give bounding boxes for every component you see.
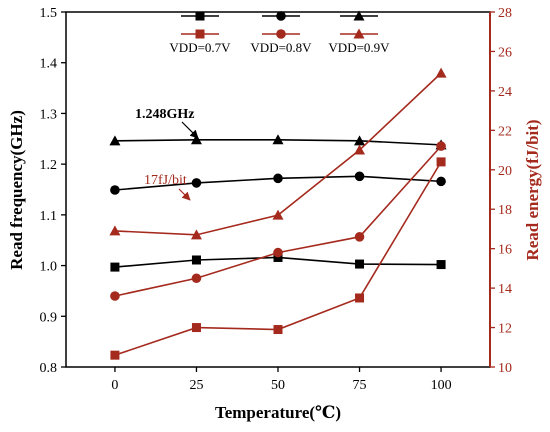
- series-2-point-1: [190, 134, 202, 145]
- right-tick-label-6: 22: [498, 124, 512, 139]
- right-tick-label-1: 12: [498, 322, 512, 337]
- left-tick-label-6: 1.4: [40, 57, 58, 72]
- series-3-point-2: [273, 325, 283, 335]
- left-tick-label-0: 0.8: [40, 361, 58, 376]
- annotation-frequency: 1.248GHz: [135, 107, 199, 139]
- legend-marker-0-0: [195, 11, 205, 21]
- legend-label-2: VDD=0.9V: [328, 40, 390, 55]
- annotation-energy: 17fJ/bit: [144, 173, 191, 201]
- legend: VDD=0.7V VDD=0.8V VDD=0.9V: [169, 10, 390, 55]
- annotation-frequency-arrow: [181, 121, 199, 139]
- series-3: [110, 157, 446, 360]
- x-axis-label: Temperature(℃): [215, 403, 341, 422]
- series-2-point-2: [272, 134, 284, 145]
- x-tick-label-0: 0: [111, 378, 118, 393]
- legend-label-1: VDD=0.8V: [250, 40, 312, 55]
- x-tick-label-1: 25: [189, 378, 203, 393]
- right-tick-label-9: 28: [498, 6, 512, 21]
- series-0-point-3: [355, 259, 365, 269]
- left-tick-label-3: 1.1: [40, 209, 58, 224]
- series-5-point-1: [190, 229, 202, 240]
- right-tick-label-3: 16: [498, 243, 512, 258]
- legend-marker-0-1: [276, 11, 286, 21]
- series-5-point-2: [272, 209, 284, 220]
- series-4-line: [114, 145, 442, 297]
- x-axis-ticks: 0 25 50 75 100: [111, 367, 452, 393]
- series-5-point-3: [354, 144, 366, 155]
- series-4: [110, 141, 446, 301]
- series-1-point-1: [191, 178, 202, 188]
- series-2-point-0: [109, 135, 121, 146]
- x-tick-label-4: 100: [431, 378, 452, 393]
- right-axis-label: Read energy(fJ/bit): [523, 119, 542, 260]
- left-tick-label-5: 1.3: [40, 107, 58, 122]
- right-axis-ticks: 10 12 14 16 18 20 22 24 26 28: [490, 6, 512, 376]
- series-0-point-1: [191, 255, 201, 265]
- series-3-point-3: [355, 293, 365, 303]
- legend-marker-1-1: [276, 29, 286, 39]
- series-layer: [109, 67, 447, 360]
- series-0-point-2: [273, 252, 283, 262]
- legend-marker-0-2: [353, 10, 365, 21]
- right-tick-label-8: 26: [498, 45, 512, 60]
- right-tick-label-4: 18: [498, 203, 512, 218]
- left-tick-label-4: 1.2: [40, 158, 58, 173]
- x-tick-label-2: 50: [271, 378, 285, 393]
- legend-swatches: [181, 10, 378, 39]
- x-tick-label-3: 75: [353, 378, 367, 393]
- series-3-point-0: [110, 350, 120, 360]
- annotation-frequency-label: 1.248GHz: [135, 107, 195, 122]
- series-5-point-0: [109, 225, 121, 236]
- left-tick-label-2: 1.0: [40, 260, 58, 275]
- series-4-point-3: [354, 232, 365, 242]
- legend-label-0: VDD=0.7V: [169, 40, 231, 55]
- series-4-point-4: [436, 141, 446, 151]
- left-axis-ticks: 0.8 0.9 1.0 1.1 1.2 1.3 1.4 1.5: [40, 6, 66, 376]
- series-2: [109, 134, 447, 150]
- series-4-point-1: [191, 273, 202, 284]
- series-1-point-2: [273, 173, 283, 184]
- series-3-point-4: [436, 157, 446, 167]
- right-tick-label-2: 14: [498, 282, 512, 297]
- annotation-energy-label: 17fJ/bit: [144, 173, 187, 188]
- left-tick-label-7: 1.5: [40, 6, 58, 21]
- series-4-point-2: [273, 247, 283, 258]
- series-0: [110, 252, 446, 272]
- annotation-energy-arrow: [178, 188, 191, 201]
- series-1-point-4: [436, 176, 446, 187]
- legend-marker-1-2: [353, 28, 365, 39]
- series-5-point-4: [435, 67, 447, 78]
- series-1: [110, 171, 446, 195]
- series-1-point-0: [110, 185, 120, 195]
- series-0-point-0: [110, 262, 120, 272]
- legend-marker-1-0: [195, 29, 205, 39]
- series-0-point-4: [436, 260, 446, 270]
- series-4-point-0: [110, 291, 120, 301]
- left-axis-label: Read frequency(GHz): [7, 110, 26, 270]
- right-tick-label-7: 24: [498, 85, 512, 100]
- series-5: [109, 67, 447, 240]
- series-2-point-3: [354, 135, 366, 146]
- left-tick-label-1: 0.9: [40, 310, 58, 325]
- series-1-point-3: [354, 171, 365, 182]
- right-tick-label-0: 10: [498, 361, 512, 376]
- series-3-point-1: [191, 323, 201, 333]
- right-tick-label-5: 20: [498, 164, 512, 179]
